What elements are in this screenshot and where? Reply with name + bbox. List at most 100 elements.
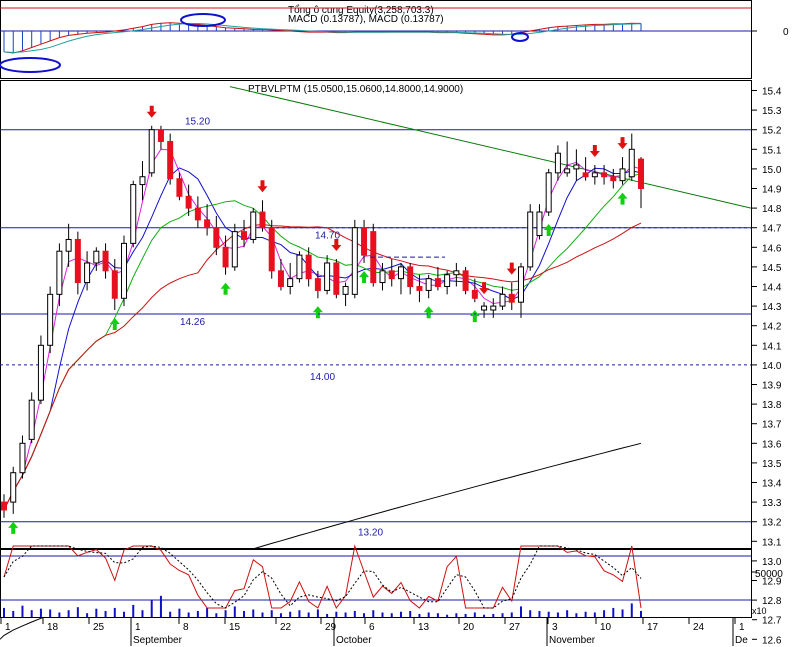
candle-body — [65, 238, 72, 252]
candle-body — [453, 270, 460, 276]
sma-long-line — [3, 222, 642, 511]
candle-body — [517, 266, 524, 303]
stoch-k-line — [3, 544, 642, 609]
candle-body — [1, 501, 7, 511]
price-y-tick-label: 14.1 — [762, 341, 782, 352]
sell-arrow — [331, 239, 342, 252]
candle-body — [351, 227, 358, 295]
level-label: 14.70 — [315, 231, 340, 242]
sell-arrow — [617, 137, 628, 150]
price-y-tick-label: 14.6 — [762, 243, 782, 254]
price-y-tick-label: 15.4 — [762, 87, 782, 98]
x-day-label: 22 — [280, 622, 292, 633]
volume-multiplier-label: x10 — [752, 606, 767, 616]
candle-body — [10, 472, 17, 503]
candle-body — [277, 270, 284, 288]
macd-highlight-ellipse — [180, 13, 226, 27]
x-day-label: 17 — [647, 622, 659, 633]
candle-body — [638, 158, 644, 190]
candle-body — [102, 250, 109, 272]
x-month-label: October — [336, 635, 372, 646]
price-panel-frame — [0, 80, 752, 549]
macd-highlight-ellipse — [511, 32, 529, 42]
price-y-tick-label: 13.1 — [762, 537, 782, 548]
price-y-tick-label: 15.1 — [762, 145, 782, 156]
sma-mid-line — [3, 167, 642, 511]
candle-body — [601, 172, 608, 178]
candle-body — [481, 305, 488, 311]
x-day-label: 15 — [229, 622, 241, 633]
candle-body — [139, 176, 146, 186]
price-title: PTBVLPTM (15.0500,15.0600,14.8000,14.900… — [248, 84, 463, 95]
price-y-tick-label: 13.8 — [762, 400, 782, 411]
macd-panel-frame — [0, 0, 752, 79]
price-y-tick-label: 15.2 — [762, 126, 782, 137]
stoch-d-line — [3, 545, 642, 609]
x-day-label: 29 — [325, 622, 337, 633]
macd-zero-label: 0 — [783, 27, 789, 38]
candle-body — [19, 442, 26, 474]
price-y-tick-label: 13.3 — [762, 498, 782, 509]
level-label: 14.26 — [180, 317, 205, 328]
trendline — [229, 86, 752, 209]
candle-body — [121, 242, 128, 299]
price-y-tick-label: 13.5 — [762, 459, 782, 470]
candle-body — [74, 238, 81, 284]
price-y-tick-label: 14.4 — [762, 283, 782, 294]
price-y-tick-label: 13.2 — [762, 518, 782, 529]
x-day-label: 6 — [369, 622, 375, 633]
candle-body — [582, 172, 589, 178]
candle-body — [84, 262, 91, 284]
candle-body — [231, 231, 238, 268]
candle-body — [397, 266, 404, 280]
candle-body — [305, 254, 312, 280]
candle-body — [148, 129, 155, 174]
candle-body — [573, 164, 580, 170]
x-day-label: 24 — [693, 622, 705, 633]
candle-body — [47, 293, 54, 346]
candle-body — [167, 140, 174, 180]
macd-title-line1: Tổng ô cung Equity(3,258,703.3) — [288, 4, 434, 16]
candle-body — [130, 184, 137, 244]
candle-body — [444, 274, 451, 287]
x-month-label: November — [549, 635, 596, 646]
x-day-label: 1 — [135, 622, 141, 633]
volume-tick-label: 50000 — [755, 569, 783, 580]
candle-body — [268, 227, 275, 272]
price-y-tick-label: 14.0 — [762, 361, 782, 372]
x-month-label: September — [133, 635, 183, 646]
candle-body — [213, 227, 220, 248]
candle-body — [250, 211, 257, 240]
buy-arrow — [312, 306, 323, 319]
price-y-tick-label: 14.5 — [762, 263, 782, 274]
candle-body — [388, 270, 395, 280]
x-day-label: 1 — [739, 622, 745, 633]
candle-body — [56, 250, 63, 295]
buy-arrow — [617, 192, 628, 205]
x-day-label: 27 — [509, 622, 521, 633]
price-y-tick-label: 14.7 — [762, 224, 782, 235]
candle-body — [259, 211, 266, 229]
x-day-label: 10 — [600, 622, 612, 633]
price-y-tick-label: 12.7 — [762, 616, 782, 627]
candle-body — [314, 278, 321, 291]
candle-body — [185, 195, 192, 209]
macd-highlight-ellipse — [0, 57, 61, 73]
candle-body — [194, 207, 201, 221]
candle-body — [619, 168, 626, 182]
candle-body — [564, 168, 571, 174]
price-y-tick-label: 12.8 — [762, 596, 782, 607]
candle-body — [628, 148, 635, 178]
x-month-label: De — [735, 635, 748, 646]
x-day-label: 13 — [418, 622, 430, 633]
candle-body — [333, 262, 340, 295]
candle-body — [434, 278, 441, 288]
candle-body — [157, 129, 164, 142]
price-y-tick-label: 14.3 — [762, 302, 782, 313]
candle-body — [241, 231, 248, 240]
macd-signal-line — [3, 23, 642, 54]
candle-body — [287, 278, 294, 288]
sell-arrow — [589, 144, 600, 157]
candle-body — [407, 266, 414, 287]
buy-arrow — [359, 270, 370, 283]
